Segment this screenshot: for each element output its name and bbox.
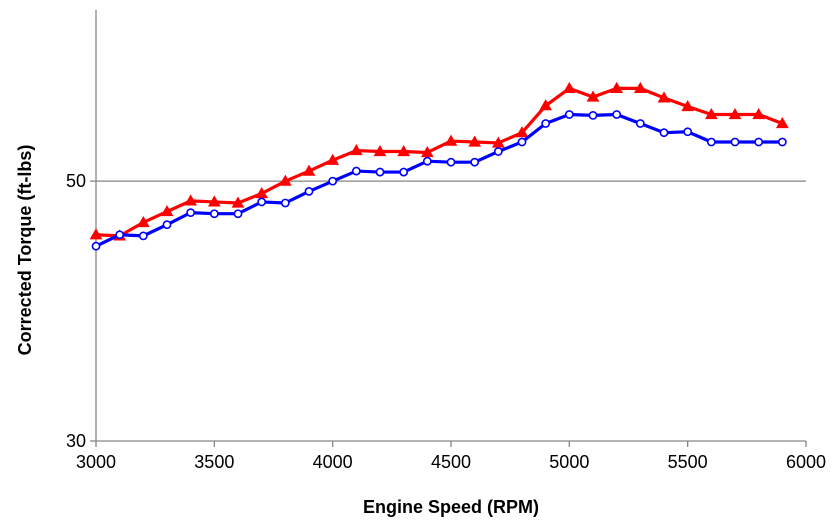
- x-tick-label: 6000: [786, 452, 826, 472]
- data-point: [349, 144, 363, 156]
- data-point: [730, 137, 740, 147]
- data-point: [539, 99, 553, 111]
- axis-layer: [90, 10, 807, 447]
- data-point: [562, 81, 576, 94]
- data-point: [541, 119, 551, 128]
- data-point: [162, 220, 172, 230]
- data-point: [633, 81, 647, 94]
- x-tick-label: 4000: [313, 452, 353, 472]
- data-point: [231, 196, 245, 208]
- y-tick-label: 50: [66, 171, 86, 191]
- data-point: [184, 194, 198, 206]
- data-point: [326, 153, 340, 165]
- data-point: [515, 126, 529, 138]
- data-point: [420, 145, 434, 158]
- data-point: [491, 136, 505, 148]
- data-point: [351, 166, 361, 176]
- data-point: [612, 110, 622, 119]
- x-tick-label: 3500: [194, 452, 234, 472]
- data-point: [257, 197, 267, 207]
- data-point: [91, 241, 101, 251]
- y-axis-title: Corrected Torque (ft-lbs): [15, 145, 35, 356]
- data-point: [493, 147, 503, 156]
- data-point: [186, 208, 196, 218]
- data-point: [681, 100, 695, 112]
- data-point: [659, 128, 669, 138]
- data-point: [728, 107, 742, 120]
- series-1: [89, 81, 789, 241]
- data-point: [136, 215, 150, 228]
- data-point: [754, 137, 764, 147]
- data-point: [564, 110, 574, 119]
- series-2: [91, 110, 787, 251]
- data-point: [588, 110, 598, 120]
- data-point: [470, 157, 480, 167]
- data-point: [138, 231, 148, 241]
- data-point: [704, 107, 718, 120]
- data-point: [209, 209, 219, 219]
- data-point: [777, 137, 787, 147]
- y-tick-label: 30: [66, 431, 86, 451]
- series-line: [94, 112, 784, 248]
- data-point: [328, 176, 338, 186]
- x-tick-label: 3000: [76, 452, 116, 472]
- data-point: [304, 187, 314, 196]
- label-layer: Engine Speed (RPM) Corrected Torque (ft-…: [15, 145, 826, 517]
- data-point: [373, 145, 387, 157]
- data-point: [115, 230, 125, 240]
- data-point: [517, 137, 527, 147]
- x-tick-label: 5500: [668, 452, 708, 472]
- x-tick-label: 5000: [549, 452, 589, 472]
- data-point: [422, 156, 432, 166]
- data-point: [89, 228, 103, 240]
- data-point: [399, 167, 409, 177]
- data-point: [446, 157, 456, 167]
- data-point: [207, 195, 221, 207]
- data-point: [706, 137, 716, 147]
- data-point: [375, 167, 385, 177]
- data-point: [278, 174, 292, 186]
- data-point: [302, 164, 316, 176]
- data-point: [280, 198, 290, 208]
- data-point: [586, 90, 600, 102]
- data-point: [468, 135, 482, 147]
- data-point: [160, 205, 174, 217]
- x-axis-title: Engine Speed (RPM): [363, 497, 539, 517]
- data-point: [657, 91, 671, 103]
- data-point: [635, 119, 645, 128]
- series-layer: [89, 81, 789, 251]
- data-point: [233, 209, 243, 219]
- data-point: [752, 107, 766, 120]
- data-point: [610, 81, 624, 94]
- data-point: [683, 127, 693, 137]
- data-point: [775, 117, 789, 129]
- data-point: [397, 145, 411, 157]
- data-point: [444, 134, 458, 146]
- x-tick-label: 4500: [431, 452, 471, 472]
